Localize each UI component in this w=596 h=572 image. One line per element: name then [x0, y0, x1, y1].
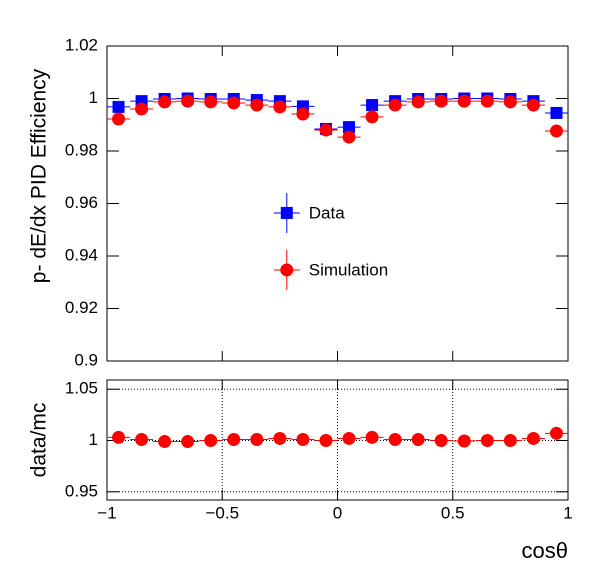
data-marker [550, 106, 563, 119]
data-marker [112, 100, 125, 113]
y-tick-label: 1.05 [65, 379, 98, 398]
x-tick-label: −0.5 [205, 503, 239, 522]
data-marker [296, 107, 310, 121]
data-marker [319, 434, 333, 448]
data-marker [319, 123, 333, 137]
y-tick-label: 0.9 [74, 350, 98, 369]
data-marker [158, 435, 172, 449]
data-marker [250, 432, 264, 446]
data-marker [480, 94, 494, 108]
data-marker [181, 435, 195, 449]
data-marker [204, 434, 218, 448]
data-marker [296, 432, 310, 446]
data-marker [526, 431, 540, 445]
y-tick-label: 1 [89, 88, 98, 107]
data-marker [112, 112, 126, 126]
legend-label: Simulation [309, 260, 388, 279]
y-tick-label: 1.02 [65, 35, 98, 54]
data-marker [343, 121, 356, 134]
x-tick-label: 0.5 [441, 503, 465, 522]
y-tick-label: 0.94 [65, 245, 98, 264]
data-marker [342, 431, 356, 445]
data-marker [342, 130, 356, 144]
data-marker [135, 102, 149, 116]
data-marker [158, 95, 172, 109]
data-marker [227, 432, 241, 446]
data-marker [457, 434, 471, 448]
y-tick-label: 0.98 [65, 140, 98, 159]
y-tick-label: 0.96 [65, 193, 98, 212]
y-tick-label: 1 [89, 430, 98, 449]
y-tick-label: 0.92 [65, 298, 98, 317]
data-marker [503, 95, 517, 109]
legend-marker [280, 206, 293, 219]
data-marker [434, 94, 448, 108]
x-tick-label: 1 [563, 503, 572, 522]
data-marker [526, 98, 540, 112]
x-axis-label: cosθ [522, 538, 568, 563]
data-marker [388, 98, 402, 112]
x-tick-label: 0 [333, 503, 342, 522]
data-marker [434, 434, 448, 448]
y-tick-label: 0.95 [65, 481, 98, 500]
legend-marker [280, 263, 294, 277]
y-axis-label: data/mc [28, 403, 51, 478]
data-marker [365, 430, 379, 444]
data-marker [273, 431, 287, 445]
data-marker [366, 99, 379, 112]
data-marker [227, 96, 241, 110]
data-marker [549, 426, 563, 440]
data-marker [411, 95, 425, 109]
data-marker [388, 432, 402, 446]
data-marker [480, 434, 494, 448]
x-tick-label: −1 [97, 503, 116, 522]
data-marker [365, 110, 379, 124]
data-marker [503, 434, 517, 448]
data-marker [457, 94, 471, 108]
data-marker [204, 95, 218, 109]
legend-label: Data [309, 203, 345, 222]
y-axis-label: p- dE/dx PID Efficiency [28, 68, 51, 283]
data-marker [549, 124, 563, 138]
data-marker [135, 432, 149, 446]
data-marker [273, 100, 287, 114]
data-marker [411, 432, 425, 446]
data-marker [181, 94, 195, 108]
data-marker [112, 430, 126, 444]
data-marker [250, 98, 264, 112]
